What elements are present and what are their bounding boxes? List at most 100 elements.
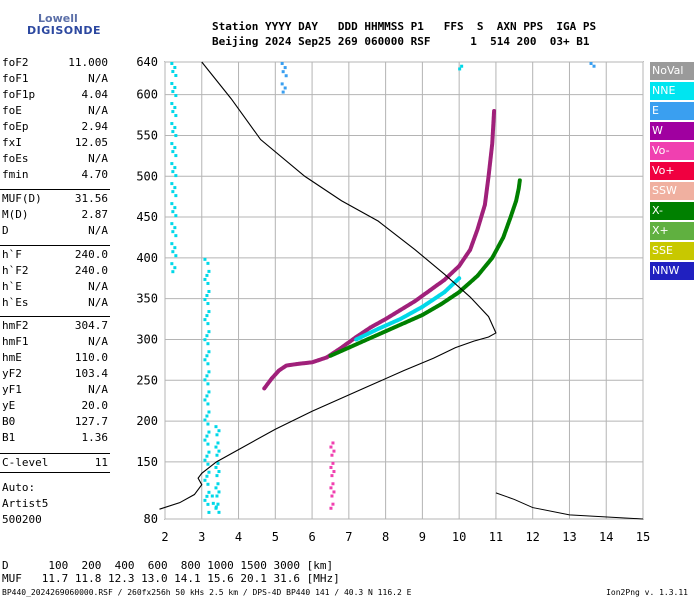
clutter-point (207, 390, 211, 394)
clutter-point (206, 362, 210, 366)
clutter-point (203, 378, 207, 382)
clutter-point (203, 277, 207, 281)
trace-point (328, 354, 332, 358)
clutter-point (171, 110, 175, 114)
param-row: M(D) 2.87 (2, 207, 108, 222)
clutter-point (281, 90, 285, 94)
clutter-point (203, 478, 207, 482)
x-tick-label: 3 (198, 530, 205, 544)
trace-point (468, 248, 472, 252)
clutter-point (203, 318, 207, 322)
clutter-point (203, 438, 207, 442)
y-tick-label: 600 (136, 88, 158, 102)
clutter-point (170, 242, 174, 246)
clutter-point (207, 510, 211, 514)
clutter-point (331, 482, 335, 486)
clutter-point (330, 494, 334, 498)
param-value: N/A (88, 152, 108, 165)
scaling-info: Artist5 (2, 497, 49, 510)
trace-point (354, 335, 358, 339)
status-line: BP440_2024269060000.RSF / 260fx256h 50 k… (2, 588, 412, 597)
trace-point (413, 299, 417, 303)
clutter-point (203, 358, 207, 362)
clutter-point (329, 486, 333, 490)
clutter-point (203, 418, 207, 422)
param-value: 11.000 (68, 56, 108, 69)
legend-item-x: X- (650, 202, 694, 220)
clutter-point (173, 146, 177, 150)
clutter-point (217, 510, 221, 514)
x-tick-label: 14 (599, 530, 613, 544)
trace-point (354, 337, 358, 341)
param-name: MUF(D) (2, 192, 42, 205)
legend-item-e: E (650, 102, 694, 120)
param-row: foE N/A (2, 103, 108, 118)
clutter-point (215, 494, 219, 498)
param-name: yE (2, 399, 16, 412)
clutter-point (330, 474, 334, 478)
param-value: 2.87 (81, 208, 109, 221)
clutter-point (214, 425, 218, 429)
clutter-point (217, 429, 221, 433)
param-row: h`Es N/A (2, 295, 108, 310)
clutter-point (332, 490, 336, 494)
clutter-point (174, 234, 178, 238)
clutter-point (173, 246, 177, 250)
separator-line (0, 316, 110, 317)
legend-item-vo: Vo+ (650, 162, 694, 180)
trace-point (457, 290, 461, 294)
legend-item-sse: SSE (650, 242, 694, 260)
clutter-point (173, 206, 177, 210)
clutter-point (173, 266, 177, 270)
param-name: yF1 (2, 383, 22, 396)
clutter-point (205, 494, 209, 498)
param-value: N/A (88, 335, 108, 348)
clutter-point (171, 210, 175, 214)
x-tick-label: 10 (452, 530, 466, 544)
param-value: N/A (88, 104, 108, 117)
clutter-point (170, 102, 174, 106)
y-tick-label: 80 (144, 512, 158, 526)
clutter-point (217, 490, 221, 494)
legend-item-w: W (650, 122, 694, 140)
param-row: h`F 240.0 (2, 247, 108, 262)
x-tick-label: 2 (161, 530, 168, 544)
clutter-point (203, 257, 207, 261)
clutter-point (214, 486, 218, 490)
x-tick-label: 15 (636, 530, 650, 544)
trace-point (517, 186, 521, 190)
param-row: foEp 2.94 (2, 119, 108, 134)
clutter-point (203, 298, 207, 302)
density-profile-line (159, 61, 497, 510)
clutter-point (207, 410, 211, 414)
param-name: fmin (2, 168, 29, 181)
param-value: 4.70 (81, 168, 109, 181)
param-value: 240.0 (74, 264, 108, 277)
profile-curves (159, 61, 644, 520)
clutter-point (173, 126, 177, 130)
clutter-point (207, 269, 211, 273)
trace-point (476, 227, 480, 231)
clutter-point (203, 458, 207, 462)
x-tick-label: 4 (235, 530, 242, 544)
clutter-point (206, 342, 210, 346)
x-tick-label: 13 (562, 530, 576, 544)
clutter-point (332, 449, 336, 453)
muf-curve-line (495, 492, 644, 520)
clutter-point (174, 214, 178, 218)
param-name: B1 (2, 431, 16, 444)
clutter-point (216, 461, 220, 465)
param-name: foEp (2, 120, 29, 133)
clutter-point (331, 441, 335, 445)
clutter-point (206, 402, 210, 406)
trace-point (384, 317, 388, 321)
param-value: 240.0 (74, 248, 108, 261)
clutter-point (173, 226, 177, 230)
param-name: yF2 (2, 367, 22, 380)
clutter-point (174, 154, 178, 158)
scaling-info: 500200 (2, 513, 42, 526)
clutter-point (170, 222, 174, 226)
clutter-point (206, 442, 210, 446)
clutter-point (206, 462, 210, 466)
trace-point (339, 346, 343, 350)
